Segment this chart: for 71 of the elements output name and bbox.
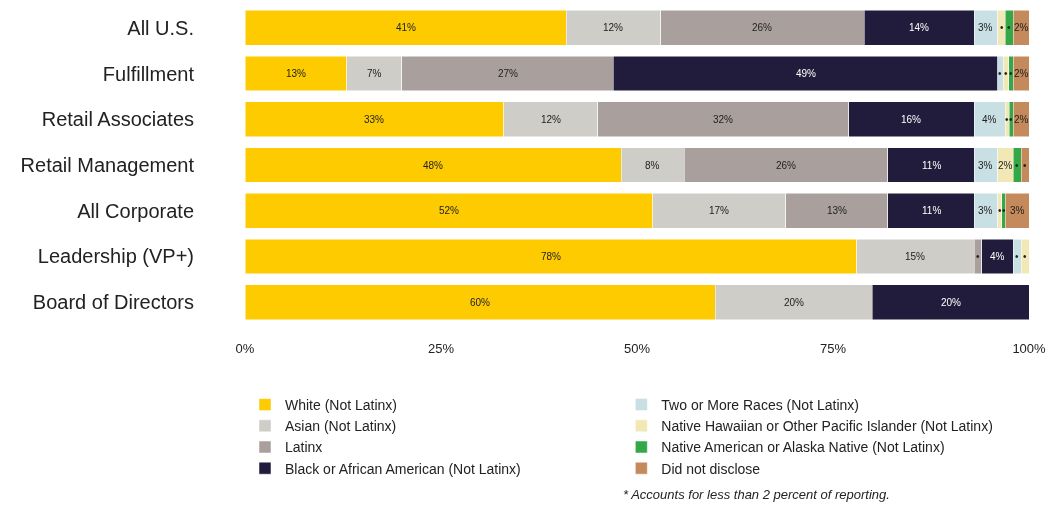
data-label: • [1015,160,1019,171]
data-label: 3% [978,205,993,216]
legend-label: Did not disclose [661,460,761,477]
data-label: • [998,68,1002,79]
legend-label: Native American or Alaska Native (Not Latinx) [661,439,945,456]
data-label: 13% [827,205,848,216]
data-label: • [1004,68,1008,79]
x-tick-label: 50% [623,341,651,356]
data-label: • [1002,205,1006,216]
data-label: 17% [709,205,730,216]
data-label: 26% [776,160,797,171]
data-label: 11% [922,205,942,216]
data-label: 12% [541,114,562,125]
data-label: 7% [367,68,382,79]
data-label: 12% [603,22,624,33]
data-label: • [1015,251,1019,262]
legend-label: Latinx [285,439,323,456]
data-label: 41% [396,22,417,33]
data-label: 2% [1014,68,1029,79]
data-label: • [1023,251,1027,262]
data-label: 78% [541,251,562,262]
data-label: 14% [909,22,930,33]
x-tick-label: 100% [1012,341,1047,356]
data-label: 4% [982,114,997,125]
y-tick-label: Retail Management [20,154,195,176]
data-label: • [1007,22,1011,33]
x-tick-label: 75% [819,341,847,356]
data-label: 15% [905,251,926,262]
y-tick-label: All Corporate [77,199,194,222]
data-label: 8% [645,160,660,171]
data-label: 4% [990,251,1005,262]
data-label: • [976,251,980,262]
legend-label: White (Not Latinx) [285,397,398,414]
data-label: 27% [498,68,519,79]
data-label: 20% [941,297,962,308]
data-label: • [998,205,1002,216]
y-tick-label: Leadership (VP+) [37,245,194,268]
legend-label: Asian (Not Latinx) [285,418,397,435]
data-label: 26% [752,22,773,33]
data-label: 49% [796,68,817,79]
data-label: 2% [998,160,1013,171]
legend-label: Black or African American (Not Latinx) [285,460,521,477]
data-label: • [1009,114,1013,125]
data-label: 2% [1014,22,1029,33]
data-label: 33% [364,114,385,125]
data-label: 16% [901,114,922,125]
legend-label: Two or More Races (Not Latinx) [661,397,859,414]
y-tick-label: Fulfillment [102,62,195,85]
data-label: 52% [439,205,460,216]
data-label: 3% [1010,205,1025,216]
data-label: 2% [1014,114,1029,125]
bar [1005,193,1029,229]
y-tick-label: Board of Directors [32,291,194,314]
data-label: 48% [423,160,444,171]
data-label: • [1023,160,1027,171]
data-label: 11% [922,160,942,171]
x-tick-label: 0% [235,341,255,356]
data-label: 60% [470,297,491,308]
data-label: • [1000,22,1004,33]
text: * Accounts for less than 2 percent of reporting. [623,487,890,502]
data-label: 3% [978,22,993,33]
y-tick-label: Retail Associates [41,108,194,131]
x-tick-label: 25% [427,341,455,356]
data-label: 13% [286,68,307,79]
data-label: 3% [978,160,993,171]
data-label: 20% [784,297,805,308]
data-label: 32% [713,114,734,125]
data-label: • [1009,68,1013,79]
legend-label: Native Hawaiian or Other Pacific Islander (Not Latinx) [661,418,993,435]
y-tick-label: All U.S. [127,16,194,39]
data-label: • [1005,114,1009,125]
